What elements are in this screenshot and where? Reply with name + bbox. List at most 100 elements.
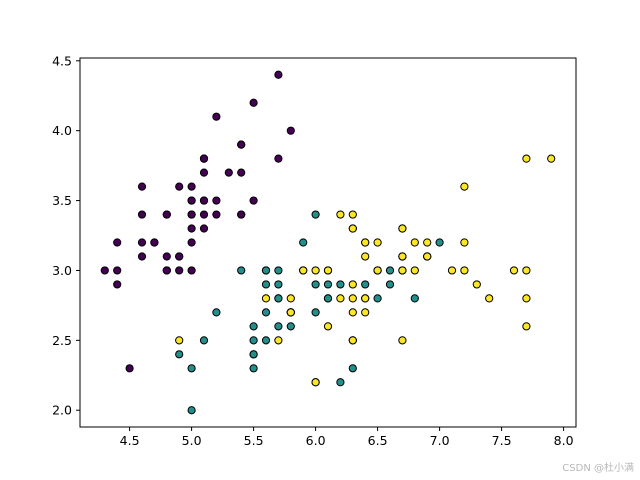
data-point-s0-48 [224,168,233,177]
x-tick-label: 6.5 [368,433,388,448]
data-point-s0-29 [150,238,159,247]
x-tick-label: 5.5 [244,433,264,448]
x-axis: 4.5 5.0 5.5 6.0 6.5 7.0 7.5 8.0 [120,427,574,448]
data-point-s2-7 [472,280,481,289]
data-point-s0-21 [199,168,209,177]
data-point-s2-33 [348,294,357,303]
data-point-s2-31 [547,154,556,163]
data-point-s1-7 [175,350,184,359]
data-point-s1-39 [249,336,258,345]
data-point-s0-42 [113,238,122,247]
data-point-s2-40 [398,252,407,261]
data-point-s1-45 [274,266,283,275]
data-point-s1-29 [274,322,283,331]
data-point-s1-23 [323,294,333,303]
data-point-s2-19 [311,378,320,387]
data-point-s1-35 [311,210,320,219]
data-point-s2-41 [423,252,432,261]
data-point-s1-38 [261,266,271,275]
data-point-s0-24 [162,210,171,219]
data-point-s0-30 [162,252,171,261]
data-point-s0-49 [187,224,196,233]
data-point-s1-25 [385,266,395,275]
data-point-s2-43 [410,238,419,247]
watermark: CSDN @杜小满 [562,463,634,474]
data-point-s0-47 [137,238,147,247]
data-point-s2-18 [522,322,531,331]
data-point-s1-48 [199,336,209,345]
data-point-s2-0 [348,224,357,233]
data-point-s2-15 [361,238,370,247]
data-point-s1-49 [274,294,283,303]
data-point-s0-22 [137,182,147,191]
y-tick-label: 3.5 [52,193,72,208]
data-point-s0-33 [249,98,258,107]
data-point-s2-37 [361,252,370,261]
data-point-s2-9 [460,182,469,191]
data-point-s1-8 [385,280,395,289]
data-point-s2-22 [522,294,531,303]
data-point-s1-13 [323,280,333,289]
data-point-s2-13 [274,336,283,345]
data-point-s2-32 [361,294,370,303]
data-point-s1-28 [311,280,320,289]
data-point-s1-19 [261,336,271,345]
data-point-s0-4 [187,182,196,191]
data-point-s0-25 [187,266,196,275]
x-tick-label: 7.0 [430,433,450,448]
y-tick-label: 4.5 [52,53,72,68]
data-point-s1-3 [249,364,258,373]
data-point-s1-43 [187,364,196,373]
data-point-s2-36 [348,210,357,219]
y-tick-label: 3.0 [52,263,72,278]
data-point-s2-12 [410,266,419,275]
data-point-s2-45 [398,266,407,275]
data-point-s0-27 [212,196,221,205]
data-point-s0-37 [175,182,184,191]
data-point-s0-36 [249,196,258,205]
y-tick-label: 4.0 [52,123,72,138]
data-point-s2-8 [398,336,407,345]
y-tick-label: 2.0 [52,403,72,418]
data-point-s1-33 [311,308,320,317]
data-point-s0-14 [286,126,295,135]
data-point-s1-14 [261,280,271,289]
data-point-s2-30 [485,294,494,303]
data-point-s2-5 [509,266,519,275]
data-point-s2-20 [423,238,432,247]
x-tick-label: 8.0 [554,433,574,448]
data-point-s0-8 [113,280,122,289]
data-point-s1-18 [336,378,345,387]
data-point-s0-28 [212,210,221,219]
data-point-s1-44 [261,308,271,317]
data-point-s1-31 [249,350,258,359]
data-point-s1-26 [410,294,419,303]
data-point-s2-46 [348,336,357,345]
data-point-s0-38 [113,266,122,275]
x-tick-label: 4.5 [120,433,140,448]
plot-area-frame [79,57,577,428]
y-axis: 2.0 2.5 3.0 3.5 4.0 4.5 [52,53,80,418]
data-point-s0-18 [274,154,283,163]
data-point-s0-6 [137,210,147,219]
data-point-s0-15 [274,70,283,79]
data-point-s0-16 [237,140,246,149]
data-point-s1-47 [336,280,345,289]
data-point-s0-26 [187,210,196,219]
data-point-s0-3 [137,252,147,261]
data-point-s2-44 [398,224,407,233]
data-point-s2-17 [522,154,531,163]
data-points [100,70,556,415]
data-point-s1-9 [212,308,221,317]
data-point-s0-34 [175,252,184,261]
data-point-s0-39 [199,210,209,219]
data-point-s2-42 [286,308,295,317]
data-point-s0-31 [237,210,246,219]
y-tick-label: 2.5 [52,333,72,348]
data-point-s0-23 [199,224,209,233]
data-point-s1-24 [361,280,370,289]
data-point-s2-23 [348,308,357,317]
data-point-s0-32 [212,112,221,121]
x-tick-label: 5.0 [182,433,202,448]
